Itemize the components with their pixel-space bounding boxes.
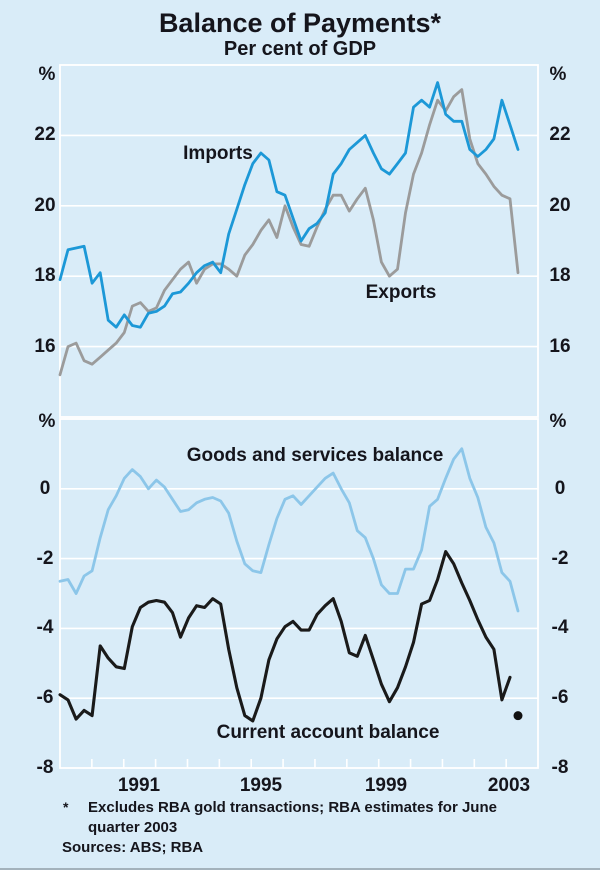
y-axis-unit-left: % (38, 64, 56, 85)
y-tick-label-right: 18 (549, 265, 571, 287)
page-subtitle: Per cent of GDP (223, 38, 377, 60)
imports-line (58, 81, 520, 329)
y-tick-label-left: -2 (36, 547, 54, 569)
series-label-exports: Exports (365, 282, 437, 303)
x-tick-label: 1995 (239, 775, 283, 796)
y-tick-label-right: 22 (549, 124, 571, 146)
y-tick-label-right: 0 (554, 477, 566, 499)
y-tick-label-left: 0 (39, 477, 51, 499)
estimate-dot (513, 711, 523, 721)
series-label-goods-and-services-balance: Goods and services balance (186, 445, 444, 466)
y-tick-label-left: -6 (36, 687, 54, 709)
y-tick-label-left: 18 (34, 265, 56, 287)
y-tick-label-right: -8 (551, 757, 569, 778)
y-tick-label-left: 22 (34, 124, 56, 146)
x-tick-label: 1999 (364, 775, 408, 796)
y-tick-label-left: 20 (34, 194, 56, 216)
page-bottom-rule (0, 868, 600, 870)
x-tick-label: 2003 (487, 775, 531, 796)
y-tick-label-right: 16 (549, 335, 571, 357)
footnote-line-1: Excludes RBA gold transactions; RBA esti… (88, 799, 497, 816)
y-tick-label-right: 20 (549, 194, 571, 216)
goods-and-services-balance-line (58, 447, 520, 613)
footnote-line-2: quarter 2003 (88, 819, 178, 836)
y-tick-label-right: -6 (551, 687, 569, 709)
panel-frame (59, 64, 539, 418)
footnote-symbol: * (63, 799, 69, 815)
sources-note: Sources: ABS; RBA (62, 839, 204, 856)
series-label-imports: Imports (183, 143, 253, 164)
y-tick-label-right: -2 (551, 547, 569, 569)
y-tick-label-left: -4 (36, 617, 54, 639)
page-title: Balance of Payments* (158, 8, 442, 38)
y-axis-unit-right: % (549, 411, 567, 432)
series-label-current-account-balance: Current account balance (216, 722, 440, 743)
y-tick-label-left: -8 (36, 757, 54, 778)
exports-line (58, 88, 520, 377)
panel-frame (59, 418, 539, 769)
y-axis-unit-left: % (38, 411, 56, 432)
y-tick-label-right: -4 (551, 617, 569, 639)
x-tick-label: 1991 (117, 775, 161, 796)
current-account-balance-line (58, 550, 512, 723)
y-axis-unit-right: % (549, 64, 567, 85)
y-tick-label-left: 16 (34, 335, 56, 357)
